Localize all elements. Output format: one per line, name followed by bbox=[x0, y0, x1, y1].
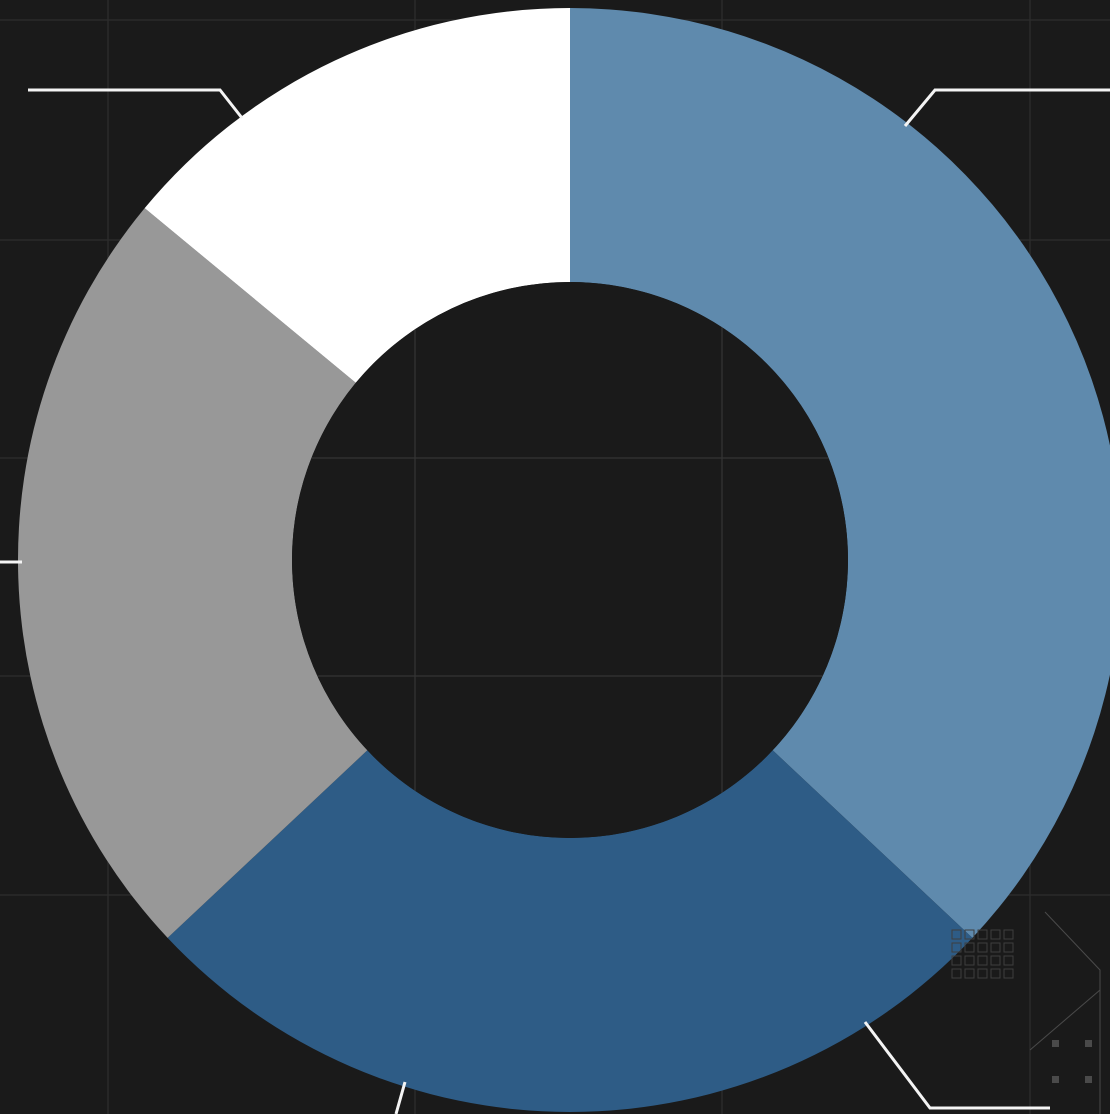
deco-cell bbox=[951, 955, 962, 966]
donut-slice-1 bbox=[570, 8, 1110, 938]
donut-slices bbox=[17, 8, 1110, 1112]
deco-cell bbox=[977, 942, 988, 953]
donut-hole bbox=[292, 282, 848, 838]
deco-cell bbox=[951, 929, 962, 940]
leader-lines bbox=[0, 88, 1110, 1114]
deco-cell bbox=[990, 955, 1001, 966]
leader-line-5 bbox=[394, 1081, 407, 1114]
deco-cell bbox=[977, 968, 988, 979]
corner-decoration bbox=[951, 911, 1101, 1114]
donut-slice-3 bbox=[17, 208, 368, 938]
deco-cell bbox=[951, 942, 962, 953]
deco-cell bbox=[964, 929, 975, 940]
leader-line-2 bbox=[903, 88, 1110, 127]
deco-cell bbox=[964, 942, 975, 953]
deco-dot bbox=[1085, 1076, 1092, 1083]
deco-cell bbox=[1003, 955, 1014, 966]
deco-line bbox=[1044, 911, 1101, 1114]
deco-line bbox=[1029, 989, 1101, 1051]
donut-slice-4 bbox=[144, 8, 570, 383]
deco-cell bbox=[964, 955, 975, 966]
deco-cell bbox=[1003, 968, 1014, 979]
deco-cell bbox=[977, 929, 988, 940]
deco-cell bbox=[977, 955, 988, 966]
deco-dot bbox=[1085, 1040, 1092, 1047]
deco-dot bbox=[1052, 1040, 1059, 1047]
donut-slice-2 bbox=[167, 750, 973, 1112]
deco-cell bbox=[964, 968, 975, 979]
deco-cell bbox=[1003, 929, 1014, 940]
deco-cell bbox=[990, 942, 1001, 953]
deco-cell bbox=[990, 929, 1001, 940]
leader-line-1 bbox=[28, 88, 244, 119]
deco-cell bbox=[1003, 942, 1014, 953]
deco-cell bbox=[990, 968, 1001, 979]
deco-cell bbox=[951, 968, 962, 979]
deco-dot bbox=[1052, 1076, 1059, 1083]
leader-line-4 bbox=[863, 1021, 1050, 1110]
